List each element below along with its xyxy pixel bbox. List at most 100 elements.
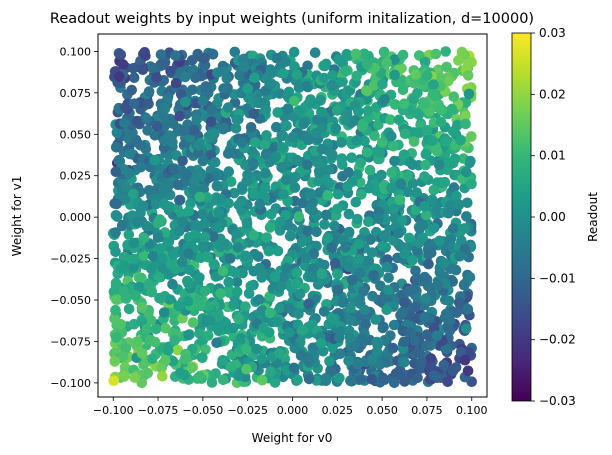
scatter-point bbox=[433, 159, 445, 171]
scatter-point bbox=[157, 253, 168, 264]
y-tick-label: 0.000 bbox=[60, 211, 92, 224]
scatter-point bbox=[389, 69, 401, 81]
scatter-point bbox=[338, 296, 350, 308]
scatter-point bbox=[153, 162, 165, 174]
scatter-point bbox=[111, 198, 122, 210]
scatter-point bbox=[379, 334, 391, 346]
scatter-point bbox=[240, 250, 251, 262]
scatter-point bbox=[332, 203, 343, 215]
scatter-point bbox=[399, 356, 410, 368]
scatter-point bbox=[443, 208, 454, 219]
scatter-point bbox=[195, 300, 206, 312]
scatter-point bbox=[441, 61, 452, 73]
scatter-point bbox=[283, 302, 295, 314]
scatter-point bbox=[378, 46, 390, 58]
scatter-point bbox=[176, 256, 188, 268]
scatter-point bbox=[320, 373, 332, 384]
scatter-point bbox=[288, 46, 300, 58]
scatter-point bbox=[303, 373, 315, 385]
scatter-point bbox=[424, 106, 436, 117]
scatter-point bbox=[423, 248, 435, 260]
scatter-point bbox=[119, 117, 130, 128]
scatter-point bbox=[393, 114, 405, 126]
scatter-point bbox=[209, 157, 221, 168]
scatter-point bbox=[127, 127, 138, 139]
scatter-point bbox=[307, 342, 319, 354]
scatter-point bbox=[206, 377, 218, 388]
scatter-point bbox=[462, 70, 474, 81]
colorbar-tick-label: −0.03 bbox=[539, 394, 576, 408]
scatter-point bbox=[199, 231, 211, 243]
scatter-point bbox=[331, 105, 343, 116]
scatter-point bbox=[110, 227, 121, 238]
scatter-point bbox=[159, 103, 171, 114]
scatter-point bbox=[211, 337, 222, 349]
x-tick-label: 0.075 bbox=[411, 404, 443, 417]
scatter-point bbox=[402, 186, 413, 198]
scatter-point bbox=[114, 71, 125, 82]
scatter-point bbox=[277, 130, 289, 142]
scatter-point bbox=[332, 268, 343, 280]
scatter-point bbox=[194, 272, 205, 283]
scatter-point bbox=[407, 254, 418, 266]
scatter-point bbox=[353, 267, 365, 279]
scatter-point bbox=[108, 375, 119, 387]
scatter-point bbox=[136, 348, 148, 359]
scatter-point bbox=[138, 250, 150, 261]
scatter-point bbox=[200, 81, 212, 92]
scatter-point bbox=[395, 179, 407, 190]
scatter-point bbox=[165, 65, 176, 77]
scatter-point bbox=[461, 166, 472, 178]
colorbar-tick-label: 0.00 bbox=[539, 210, 566, 224]
scatter-point bbox=[153, 271, 165, 283]
scatter-point bbox=[407, 178, 419, 189]
scatter-point bbox=[303, 298, 315, 310]
scatter-point bbox=[278, 189, 289, 200]
scatter-point bbox=[459, 223, 470, 234]
scatter-point bbox=[439, 176, 451, 188]
scatter-point bbox=[366, 373, 378, 385]
scatter-point bbox=[453, 199, 465, 210]
scatter-point bbox=[327, 70, 338, 81]
scatter-point bbox=[289, 95, 300, 107]
scatter-point bbox=[154, 243, 166, 254]
scatter-point bbox=[324, 356, 335, 367]
scatter-point bbox=[381, 57, 392, 68]
scatter-point bbox=[389, 155, 400, 167]
scatter-point bbox=[314, 167, 326, 178]
scatter-point bbox=[218, 122, 230, 134]
scatter-point bbox=[232, 242, 244, 253]
scatter-point bbox=[136, 302, 148, 313]
scatter-point bbox=[382, 254, 393, 265]
scatter-point bbox=[350, 48, 362, 60]
scatter-point bbox=[169, 334, 180, 346]
scatter-point bbox=[436, 104, 448, 115]
scatter-point bbox=[187, 84, 198, 96]
y-tick-label: 0.075 bbox=[60, 87, 92, 100]
scatter-point bbox=[313, 175, 324, 187]
scatter-point bbox=[454, 250, 466, 262]
scatter-point bbox=[137, 64, 149, 75]
scatter-point bbox=[428, 79, 439, 90]
scatter-point bbox=[225, 253, 236, 264]
scatter-point bbox=[456, 235, 467, 246]
scatter-point bbox=[109, 356, 121, 367]
scatter-point bbox=[127, 262, 139, 273]
scatter-point bbox=[313, 158, 325, 169]
scatter-point bbox=[351, 70, 363, 82]
scatter-point bbox=[318, 72, 330, 84]
y-axis-ticks: −0.100 −0.075 −0.050 −0.025 0.000 0.025 0.050 0… bbox=[50, 45, 98, 390]
scatter-point bbox=[275, 216, 286, 227]
scatter-point bbox=[396, 215, 408, 226]
scatter-point bbox=[395, 370, 407, 381]
scatter-point bbox=[345, 375, 356, 387]
scatter-point bbox=[326, 242, 338, 254]
scatter-point bbox=[143, 86, 155, 97]
scatter-point bbox=[448, 182, 460, 193]
scatter-point bbox=[160, 354, 171, 366]
scatter-point bbox=[365, 234, 376, 245]
scatter-point bbox=[451, 190, 462, 202]
scatter-point bbox=[366, 247, 378, 258]
scatter-point bbox=[170, 77, 182, 89]
scatter-point bbox=[373, 119, 384, 130]
